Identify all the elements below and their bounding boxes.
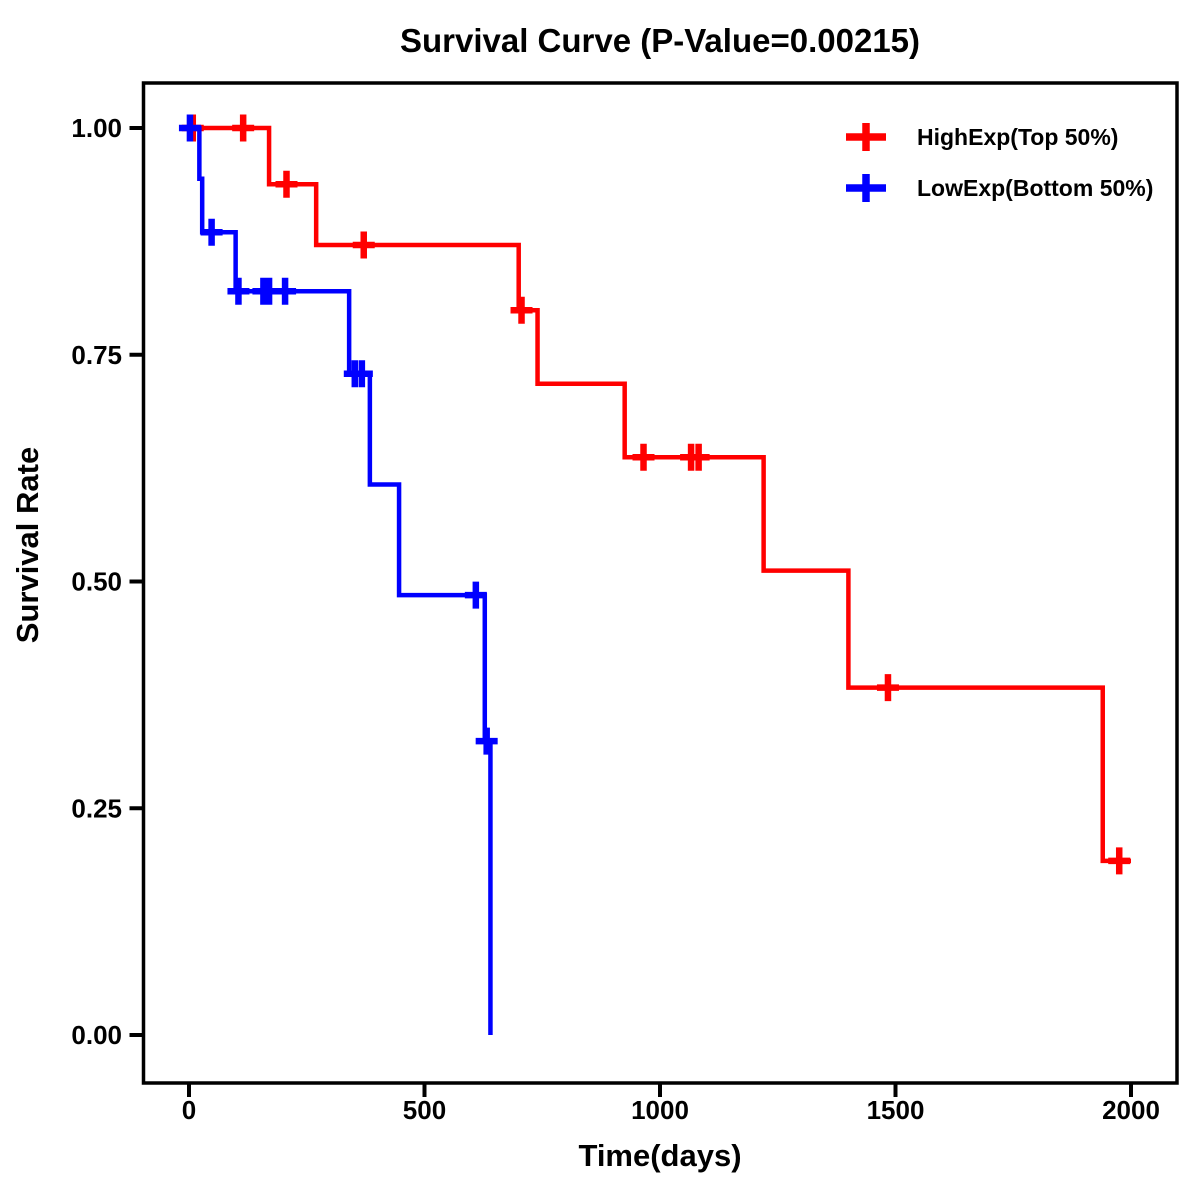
y-tick-label: 0.50 <box>71 567 122 597</box>
survival-curves <box>178 114 1131 1035</box>
y-tick-label: 0.75 <box>71 340 122 370</box>
legend-label-highexp: HighExp(Top 50%) <box>917 124 1118 150</box>
chart-title: Survival Curve (P-Value=0.00215) <box>400 22 920 59</box>
legend: HighExp(Top 50%) LowExp(Bottom 50%) <box>846 123 1153 202</box>
x-tick-label: 0 <box>182 1095 196 1125</box>
series-0-censor-marks <box>181 114 1131 875</box>
legend-marker-highexp-plus-icon <box>846 123 886 151</box>
legend-marker-lowexp-plus-icon <box>846 174 886 202</box>
y-tick-label: 1.00 <box>71 113 122 143</box>
series-0-step-line <box>189 125 1131 864</box>
x-tick-label: 500 <box>403 1095 446 1125</box>
legend-label-lowexp: LowExp(Bottom 50%) <box>917 175 1153 201</box>
x-tick-label: 1000 <box>631 1095 689 1125</box>
y-tick-label: 0.00 <box>71 1020 122 1050</box>
y-axis-label: Survival Rate <box>10 447 45 643</box>
plot-border <box>141 81 1179 1085</box>
y-tick-label: 0.25 <box>71 793 122 823</box>
axis-ticks: 0 500 1000 1500 2000 1.00 0.75 0.50 0.25 0.00 <box>71 113 1160 1125</box>
series-1-censor-marks <box>178 114 498 755</box>
series-1-step-line <box>189 125 493 1035</box>
x-tick-label: 2000 <box>1102 1095 1160 1125</box>
x-tick-label: 1500 <box>867 1095 925 1125</box>
x-axis-label: Time(days) <box>578 1138 741 1173</box>
